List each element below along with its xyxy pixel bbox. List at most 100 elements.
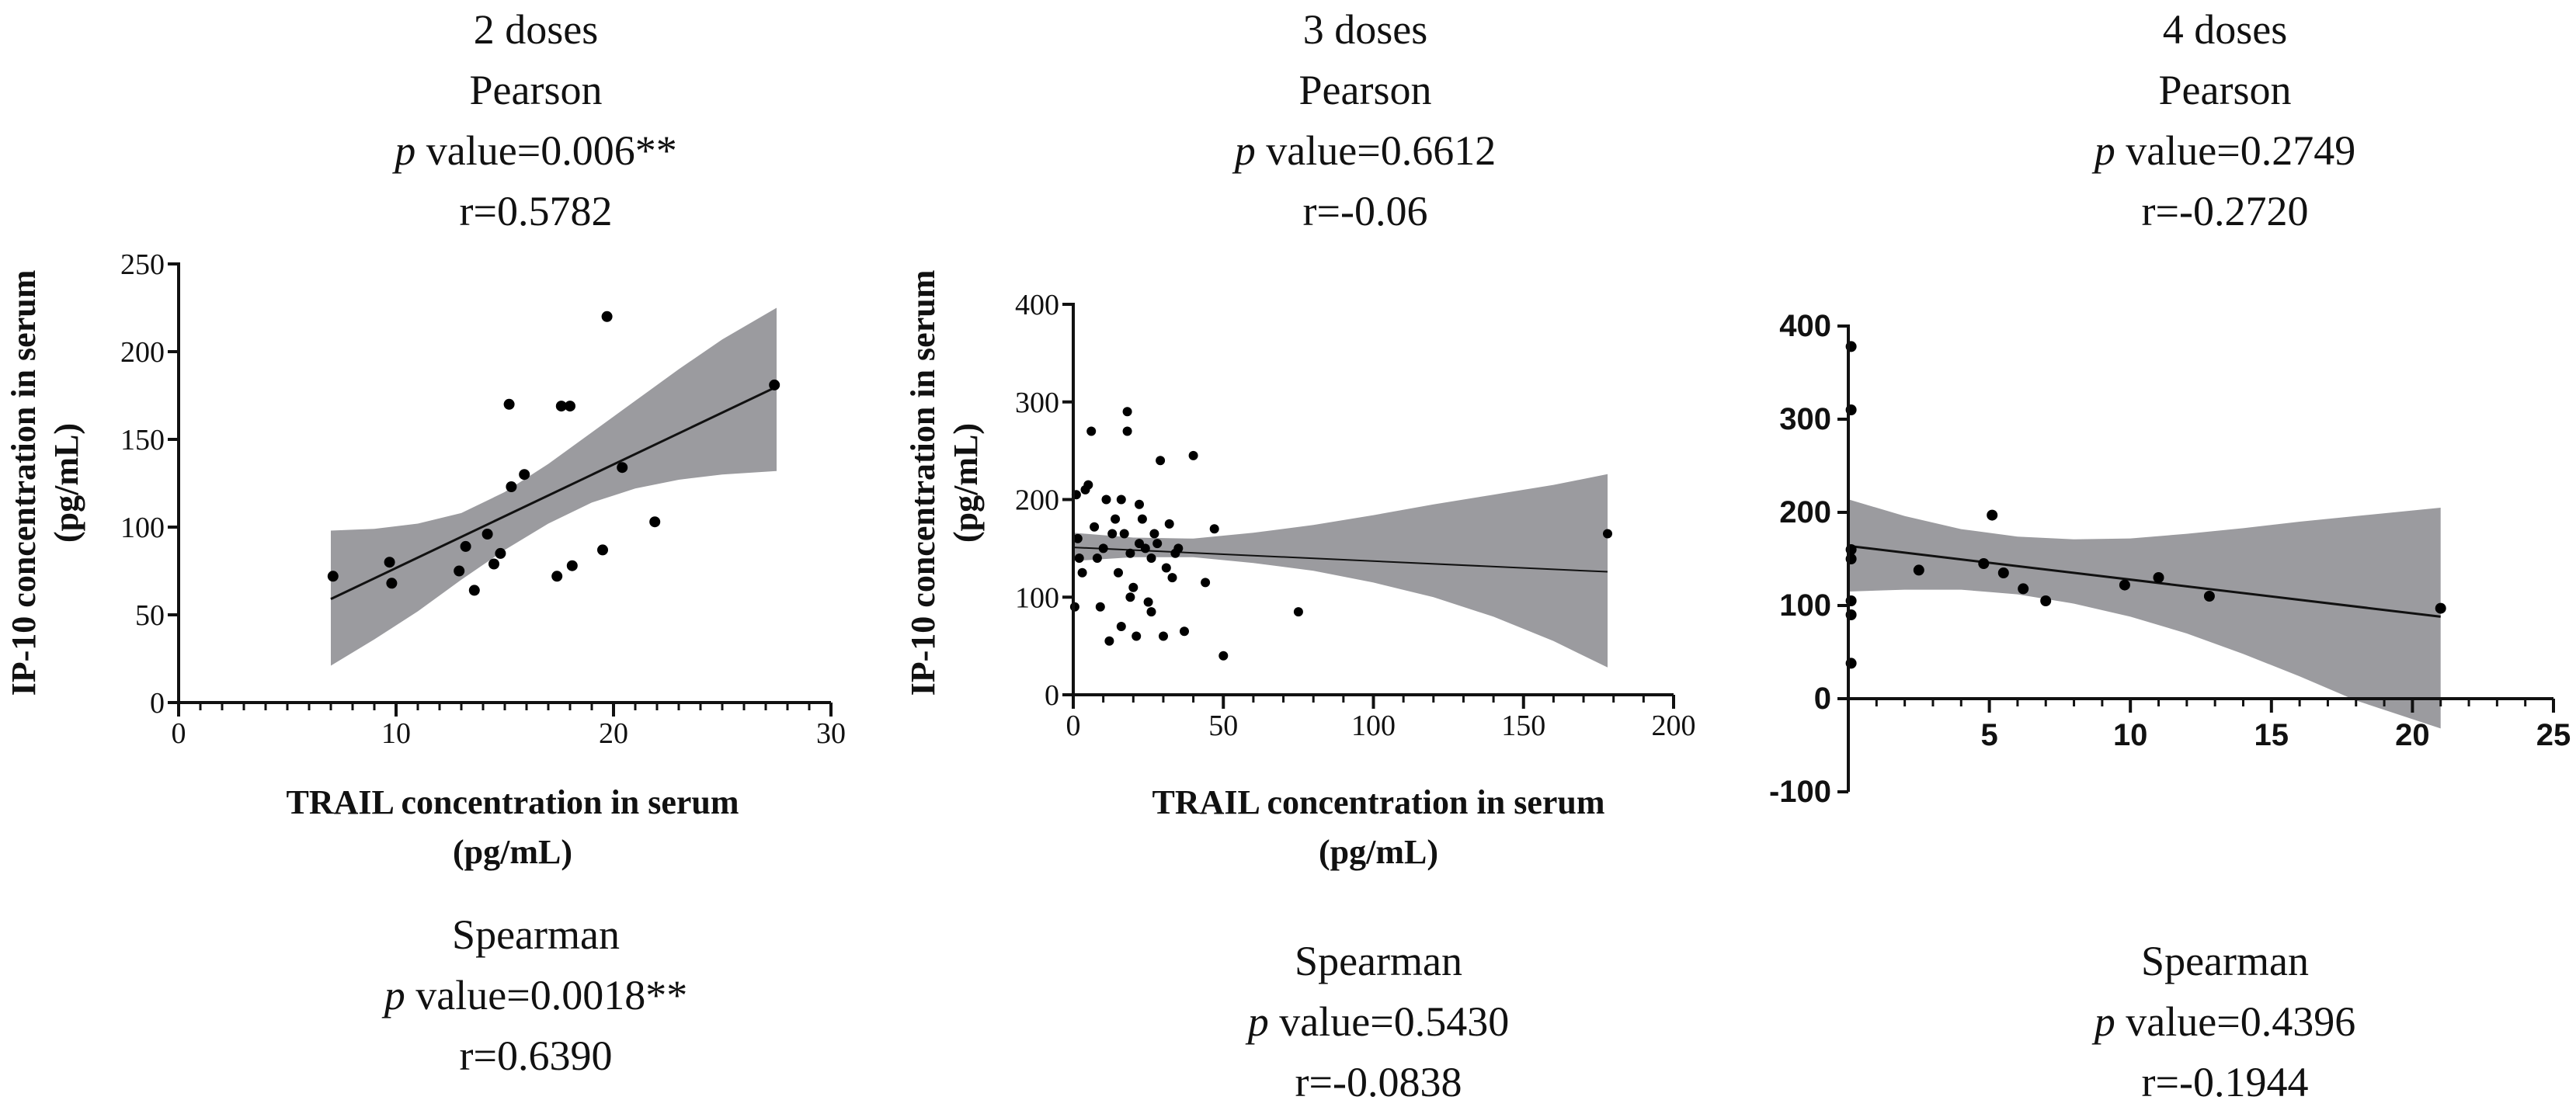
panel1-y-tick-label: 200 xyxy=(120,336,165,369)
panel2-data-point xyxy=(1164,519,1174,529)
panel3-y-tick-label: -100 xyxy=(1769,775,1831,809)
panel2-data-point xyxy=(1114,567,1123,578)
panel1-data-point xyxy=(565,401,575,412)
panel1-data-point xyxy=(488,558,499,570)
panel3-pearson-label: Pearson xyxy=(2159,67,2292,113)
panel1-x-axis-unit: (pg/mL) xyxy=(453,833,572,871)
panel2-data-point xyxy=(1111,514,1121,524)
panel1-y-tick-label: 150 xyxy=(120,424,165,456)
panel1-data-point xyxy=(649,516,661,528)
panel1-spearman-p-italic: p xyxy=(381,972,405,1019)
panel2-data-point xyxy=(1603,529,1612,539)
panel1-data-point xyxy=(468,585,480,596)
panel1-data-point xyxy=(495,547,506,559)
panel2-spearman-r: r=-0.0838 xyxy=(1295,1059,1462,1105)
panel3-ticks: -100 0 100 200 300 400 5 10 15 20 25 xyxy=(1769,309,2571,809)
panel3-data-point xyxy=(2203,591,2215,602)
panel2-data-point xyxy=(1116,622,1126,631)
panel1-data-point xyxy=(454,565,465,577)
panel1-data-point xyxy=(769,379,780,390)
panel2-data-point xyxy=(1125,548,1135,558)
panel-3-doses: 3 doses Pearson p value=0.6612 r=-0.06 0… xyxy=(904,6,1696,1105)
panel2-data-point xyxy=(1293,607,1303,617)
panel1-y-tick-label: 50 xyxy=(135,599,165,632)
panel2-x-tick-label: 150 xyxy=(1501,710,1545,742)
panel2-data-point xyxy=(1077,567,1087,578)
panel1-spearman-p: p value=0.0018** xyxy=(381,972,687,1019)
panel2-data-point xyxy=(1116,495,1126,505)
panel1-spearman-label: Spearman xyxy=(452,911,620,958)
panel2-data-point xyxy=(1146,607,1156,617)
panel2-data-point xyxy=(1135,499,1144,509)
panel3-y-tick-label: 200 xyxy=(1779,495,1831,529)
panel2-data-point xyxy=(1090,522,1100,532)
panel3-x-tick-label: 15 xyxy=(2254,718,2289,752)
panel2-y-tick-label: 400 xyxy=(1015,289,1059,321)
panel2-data-point xyxy=(1180,626,1189,637)
panel1-data-point xyxy=(506,481,517,492)
panel1-spearman-p-value: value=0.0018** xyxy=(405,972,687,1019)
panel1-pearson-p: p value=0.006** xyxy=(391,127,676,174)
panel1-data-point xyxy=(519,469,530,481)
panel2-data-point xyxy=(1095,602,1105,612)
panel3-x-tick-label: 20 xyxy=(2395,718,2430,752)
panel3-data-point xyxy=(2435,602,2446,614)
panel2-spearman-label: Spearman xyxy=(1295,938,1462,984)
panel2-data-point xyxy=(1086,426,1097,436)
panel2-data-point xyxy=(1152,539,1163,549)
panel2-y-tick-label: 200 xyxy=(1015,484,1059,517)
panel3-plot: -100 0 100 200 300 400 5 10 15 20 25 xyxy=(1769,309,2571,809)
panel2-data-point xyxy=(1167,573,1177,583)
panel2-data-point xyxy=(1074,554,1084,563)
panel2-regression-line xyxy=(1072,547,1608,573)
panel2-data-point xyxy=(1156,456,1166,466)
panel2-y-tick-label: 300 xyxy=(1015,387,1059,419)
panel1-data-point xyxy=(327,571,339,582)
panel1-data-point xyxy=(460,540,471,552)
panel3-pearson-p-value: value=0.2749 xyxy=(2115,127,2355,174)
panel1-data-point xyxy=(551,571,563,582)
panel3-data-point xyxy=(1987,509,1998,521)
panel1-data-point xyxy=(566,560,578,571)
panel3-data-point xyxy=(1997,567,2009,578)
panel1-data-point xyxy=(481,529,493,540)
panel3-spearman-p-value: value=0.4396 xyxy=(2115,998,2355,1045)
panel2-data-point xyxy=(1092,554,1102,563)
panel2-x-tick-label: 200 xyxy=(1652,710,1696,742)
panel1-pearson-p-italic: p xyxy=(391,127,415,174)
panel2-spearman-p-italic: p xyxy=(1245,998,1269,1045)
panel2-data-point xyxy=(1218,651,1229,661)
panel2-data-point xyxy=(1201,578,1211,588)
panel3-title: 4 doses xyxy=(2163,6,2288,53)
panel1-y-tick-label: 0 xyxy=(150,687,165,720)
panel2-x-tick-label: 0 xyxy=(1066,710,1081,742)
panel1-y-tick-label: 100 xyxy=(120,512,165,544)
panel2-spearman-p: p value=0.5430 xyxy=(1245,998,1509,1045)
panel2-y-tick-label: 100 xyxy=(1015,581,1059,614)
panel3-pearson-p-italic: p xyxy=(2091,127,2115,174)
panel2-data-point xyxy=(1137,514,1147,524)
panel1-title: 2 doses xyxy=(474,6,599,53)
panel3-spearman-label: Spearman xyxy=(2141,938,2309,984)
panel1-plot: 0 50 100 150 200 250 0 10 20 30 xyxy=(120,248,846,750)
panel2-x-axis-title: TRAIL concentration in serum xyxy=(1152,783,1605,821)
panel3-data-point xyxy=(2018,583,2029,595)
panel2-title: 3 doses xyxy=(1303,6,1428,53)
panel2-spearman-p-value: value=0.5430 xyxy=(1269,998,1509,1045)
panel2-data-point xyxy=(1119,529,1129,539)
panel2-data-point xyxy=(1161,563,1171,573)
panel1-confidence-band xyxy=(331,307,777,666)
panel1-pearson-r: r=0.5782 xyxy=(460,188,613,234)
panel1-pearson-label: Pearson xyxy=(470,67,603,113)
panel2-data-point xyxy=(1146,554,1156,563)
panel3-y-tick-label: 300 xyxy=(1779,402,1831,436)
panel3-x-tick-label: 5 xyxy=(1980,718,1997,752)
panel1-spearman-r: r=0.6390 xyxy=(460,1032,613,1079)
panel1-regression-line xyxy=(330,385,777,601)
panel1-data-point xyxy=(617,462,628,474)
panel2-x-axis-unit: (pg/mL) xyxy=(1319,833,1438,871)
panel2-pearson-p-italic: p xyxy=(1232,127,1256,174)
panel1-y-axis-title: IP-10 concentration in serum xyxy=(5,270,43,696)
panel2-data-point xyxy=(1122,426,1132,436)
